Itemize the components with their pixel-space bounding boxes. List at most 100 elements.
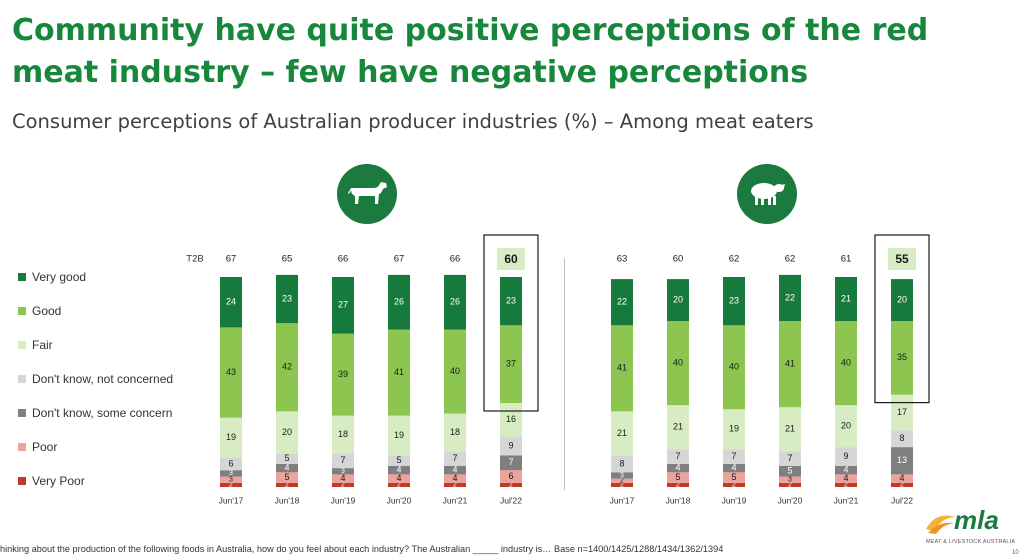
bar-segment (611, 325, 633, 412)
bar-segment (388, 274, 410, 330)
data-label: 18 (338, 429, 348, 439)
data-label: 2 (900, 482, 904, 489)
data-label: 5 (675, 472, 680, 482)
data-label: 20 (673, 294, 683, 304)
bar-segment (611, 279, 633, 326)
bar-segment (891, 394, 913, 431)
bar-segment (723, 409, 745, 450)
data-label: 9 (843, 451, 848, 461)
data-label: 16 (506, 414, 516, 424)
highlight-frame (874, 234, 930, 404)
bar-segment (332, 474, 354, 483)
data-label: 3 (229, 470, 233, 477)
bar-segment (444, 466, 466, 475)
logo-text: mla (954, 505, 999, 535)
data-label: 2 (676, 482, 680, 489)
data-label: 7 (340, 455, 345, 465)
x-tick-label: Jun'18 (275, 495, 300, 505)
data-label: 2 (788, 482, 792, 489)
t2b-value: 63 (617, 254, 628, 265)
data-label: 20 (841, 420, 851, 430)
bar-segment (500, 482, 522, 487)
legend-swatch (18, 307, 26, 315)
highlight-frame (483, 234, 539, 412)
data-label: 4 (452, 473, 457, 483)
data-label: 19 (394, 430, 404, 440)
bar-segment (276, 411, 298, 454)
data-label: 43 (226, 367, 236, 377)
x-tick-label: Jul'22 (891, 495, 913, 505)
bar-segment (444, 413, 466, 452)
data-label: 5 (396, 455, 401, 465)
bar-segment (723, 277, 745, 326)
bar-segment (891, 474, 913, 483)
data-label: 37 (506, 359, 516, 369)
data-label: 21 (841, 293, 851, 303)
bar-segment (835, 482, 857, 487)
bar-segment (388, 455, 410, 466)
data-label: 8 (899, 433, 904, 443)
bar-segment (835, 466, 857, 475)
bar-segment (332, 333, 354, 416)
data-label: 41 (785, 359, 795, 369)
bar-segment (444, 474, 466, 483)
data-label: 27 (338, 300, 348, 310)
data-label: 19 (729, 424, 739, 434)
data-label: 41 (394, 367, 404, 377)
legend-label: Good (32, 304, 62, 318)
x-tick-label: Jun'21 (834, 495, 859, 505)
footnote: hinking about the production of the foll… (0, 544, 724, 554)
data-label: 39 (338, 369, 348, 379)
bar-segment (667, 321, 689, 406)
bar-segment (332, 415, 354, 454)
bar-segment (779, 482, 801, 487)
bar-segment (779, 274, 801, 322)
t2b-highlight-box (888, 248, 916, 270)
data-label: 22 (617, 297, 627, 307)
t2b-value: 65 (282, 254, 293, 265)
data-label: 2 (844, 482, 848, 489)
data-label: 40 (841, 357, 851, 367)
cattle-icon (337, 164, 397, 224)
legend-item: Don't know, not concerned (18, 372, 218, 388)
legend-label: Very good (32, 270, 87, 284)
bar-segment (276, 323, 298, 412)
x-tick-label: Jun'17 (610, 495, 635, 505)
data-label: 42 (282, 362, 292, 372)
bar-segment (276, 482, 298, 487)
legend-item: Very good (18, 270, 218, 286)
data-label: 2 (509, 482, 513, 489)
bar-segment (388, 466, 410, 475)
data-label: 23 (282, 293, 292, 303)
bar-segment (444, 482, 466, 487)
bar-segment (891, 279, 913, 322)
bar-segment (835, 405, 857, 448)
data-label: 4 (675, 462, 680, 472)
data-label: 5 (731, 472, 736, 482)
legend-swatch (18, 409, 26, 417)
sheep-icon (737, 164, 797, 224)
data-label: 3 (620, 472, 624, 479)
bar-segment (276, 274, 298, 324)
x-tick-label: Jun'21 (443, 495, 468, 505)
bar-segment (779, 321, 801, 408)
data-label: 35 (897, 352, 907, 362)
bar-segment (667, 463, 689, 473)
data-label: 2 (620, 482, 624, 489)
legend-swatch (18, 443, 26, 451)
t2b-value: 66 (338, 254, 349, 265)
bar-segment (779, 451, 801, 466)
legend-swatch (18, 341, 26, 349)
bar-segment (723, 472, 745, 483)
bar-segment (723, 482, 745, 487)
bar-segment (500, 436, 522, 456)
bar-segment (220, 457, 242, 471)
bar-segment (611, 472, 633, 479)
bar-segment (444, 329, 466, 414)
data-label: 7 (675, 451, 680, 461)
bar-segment (723, 463, 745, 473)
data-label: 2 (397, 482, 401, 489)
x-tick-label: Jun'20 (778, 495, 803, 505)
data-label: 40 (450, 366, 460, 376)
data-label: 18 (450, 427, 460, 437)
